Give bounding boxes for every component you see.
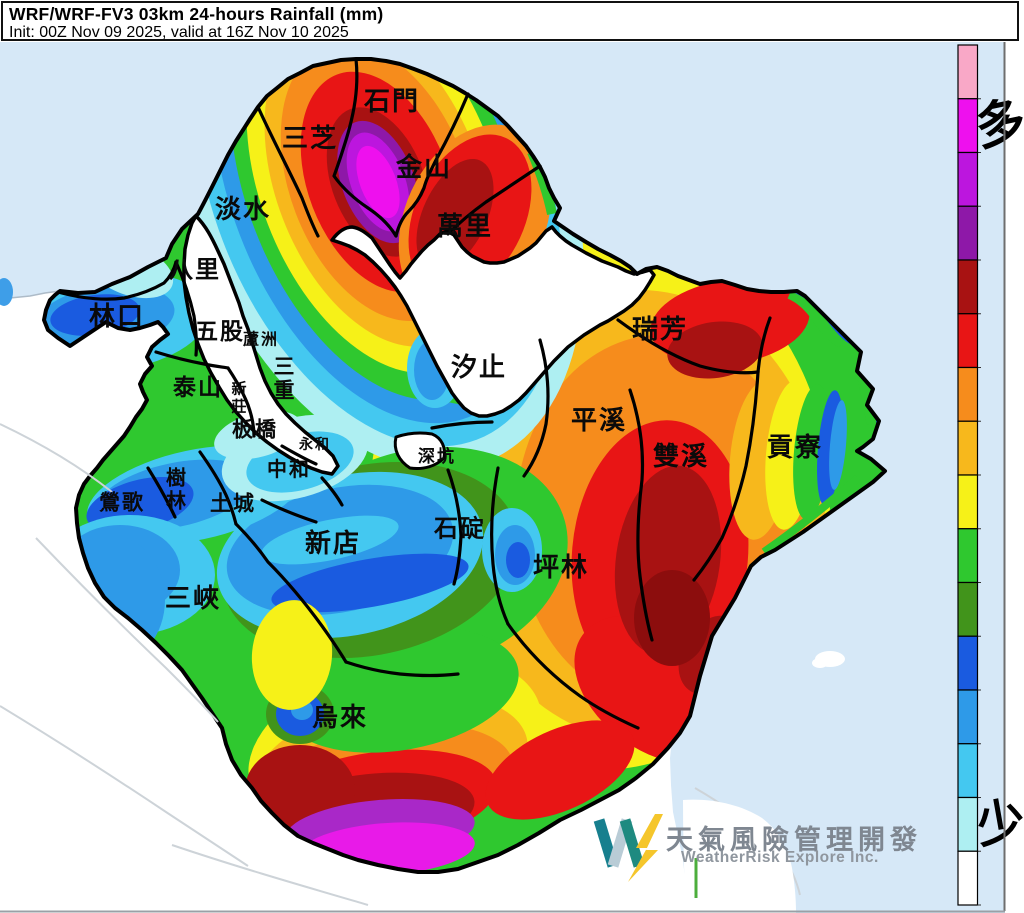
district-boundaries [56,57,772,730]
shenkeng-pocket [393,431,446,470]
district-label: 汐止 [451,352,507,382]
district-label: 烏來 [312,702,368,732]
district-label: 石門 [363,86,420,116]
colorbar-segment [957,528,979,584]
watermark-company-en: WeatherRisk Explore Inc. [681,849,879,866]
district-label: 林口 [89,301,145,331]
district-label: 土城 [210,491,256,515]
district-label: 平溪 [571,405,627,435]
district-label: 新莊 [231,379,246,415]
district-label: 金山 [395,152,452,182]
colorbar-segment [957,44,979,100]
colorbar-segment [957,259,979,315]
district-label: 五股 [195,318,245,344]
colorbar-segment [957,366,979,422]
weatherrisk-logo [593,814,698,898]
colorbar-segment [957,635,979,691]
district-label: 坪林 [533,552,589,582]
district-label: 三重 [274,355,295,402]
district-label: 蘆洲 [243,330,279,349]
colorbar-segment [957,205,979,261]
district-label: 萬里 [437,211,493,241]
coastal-white-area [683,799,796,913]
district-label: 泰山 [172,374,223,400]
district-label: 雙溪 [653,441,709,471]
district-label: 新店 [305,528,361,558]
district-label: 瑞芳 [632,314,688,344]
colorbar-segment [957,420,979,476]
colorbar-more-label: 多 [970,91,1024,156]
colorbar-less-label: 少 [973,794,1024,855]
district-label: 鶯歌 [99,490,145,514]
taipei-keelung-area [330,225,656,418]
district-label: 石碇 [433,514,486,542]
map-title: WRF/WRF-FV3 03km 24-hours Rainfall (mm) [9,4,384,24]
district-label: 樹林 [166,466,186,513]
district-label: 深坑 [418,446,456,466]
offshore-rain-patch [0,278,13,306]
district-label: 八里 [169,256,221,283]
district-label: 三峽 [165,583,221,613]
colorbar-segment [957,689,979,745]
district-label: 永和 [298,436,331,452]
map-subtitle: Init: 00Z Nov 09 2025, valid at 16Z Nov … [9,24,349,41]
district-label: 貢寮 [767,432,823,462]
new-taipei-boundary [42,57,887,874]
title-bar: WRF/WRF-FV3 03km 24-hours Rainfall (mm) … [1,1,1019,41]
district-label: 板橋 [232,417,278,441]
cloud [812,651,845,668]
district-label: 三芝 [282,123,338,153]
district-labels: 石門三芝金山萬里 淡水八里林口五股蘆洲三重 泰山 新莊板橋永和中和鶯歌樹林 土城新店三峽… [89,86,823,732]
colorbar-segment [957,151,979,207]
colorbar-segment [957,313,979,369]
rainfall-colorbar [957,44,981,906]
colorbar-segment [957,743,979,799]
colorbar-segment [957,850,979,906]
colorbar-segment [957,581,979,637]
lightning-bolt-icon [628,814,663,882]
coastline-hairline [0,290,61,300]
district-label: 淡水 [215,194,271,224]
watermark-company-zh: 天氣風險管理開發 [666,825,922,855]
colorbar-segment [957,474,979,530]
district-label: 中和 [267,457,311,481]
